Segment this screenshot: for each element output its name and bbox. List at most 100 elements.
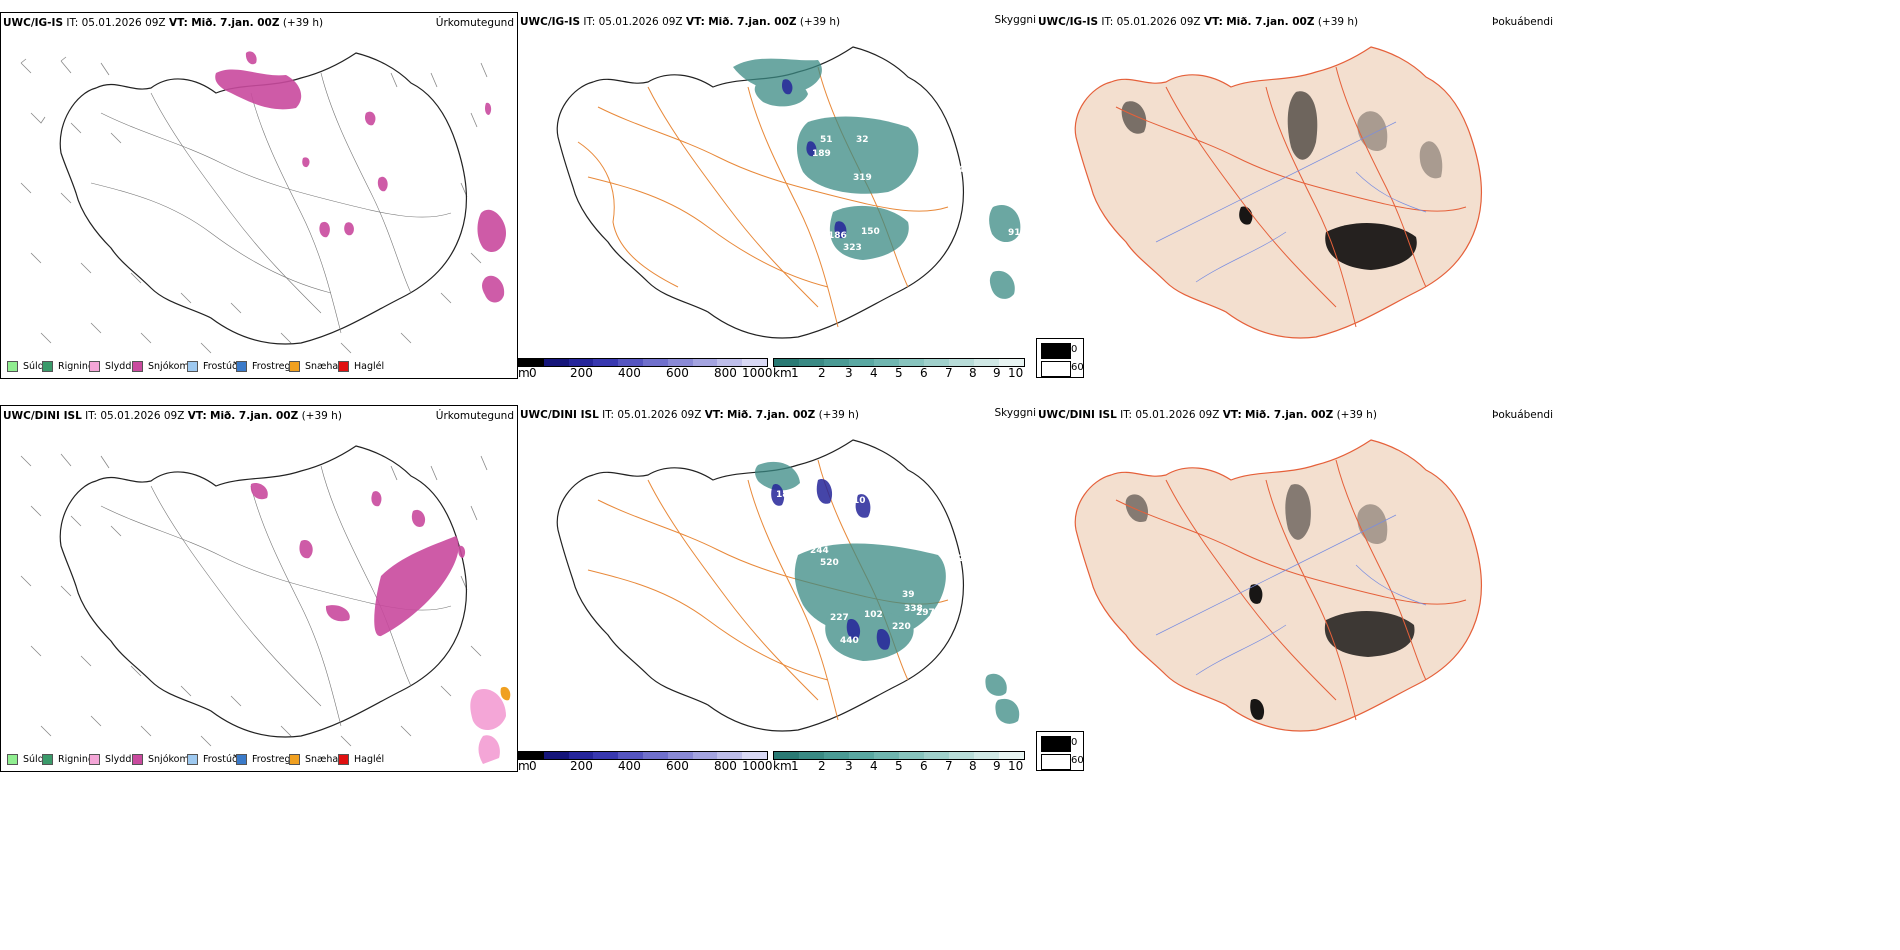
panel-title: UWC/IG-IS IT: 05.01.2026 09Z VT: Mið. 7.… — [1038, 16, 1359, 28]
vis-swatch — [974, 359, 999, 366]
ceiling-label: 39 — [902, 590, 915, 600]
ceiling-label: 06 — [858, 533, 871, 543]
precip-type-title: Úrkomutegund — [435, 17, 514, 29]
visibility-title: Skyggni — [994, 407, 1037, 419]
ceiling-label: 319 — [853, 173, 872, 183]
legend-item-sold: Súld — [7, 754, 44, 765]
snow-areas — [215, 51, 506, 303]
fog-shading — [1121, 91, 1443, 270]
ceiling-swatch — [742, 752, 767, 759]
vis-unit: km — [773, 759, 792, 773]
legend-swatch — [289, 361, 300, 372]
legend-item-rigning: Rigning — [42, 361, 94, 372]
legend-item-rigning: Rigning — [42, 754, 94, 765]
vis-tick: 9 — [993, 759, 1001, 773]
ceiling-label: 4 — [958, 165, 964, 175]
vis-tick: 3 — [845, 759, 853, 773]
vis-tick: 4 — [870, 366, 878, 380]
ceiling-swatch — [543, 752, 569, 759]
vis-swatch — [949, 752, 974, 759]
ceiling-colorbar: m 0 200 400 600 800 1000 — [518, 358, 773, 380]
ceiling-label: 51 — [820, 135, 833, 145]
legend-swatch — [338, 754, 349, 765]
visibility-panel-row1: UWC/IG-IS IT: 05.01.2026 09Z VT: Mið. 7.… — [518, 12, 1038, 382]
precip-type-title: Úrkomutegund — [435, 410, 514, 422]
ceiling-swatch — [568, 359, 594, 366]
roads — [1115, 459, 1467, 721]
ceiling-label: 323 — [843, 243, 862, 253]
vis-swatch — [999, 359, 1024, 366]
ceiling-label: 18 — [773, 215, 786, 225]
vis-swatch — [924, 359, 949, 366]
vis-swatch — [924, 752, 949, 759]
ceiling-label: 621 — [926, 514, 945, 524]
visibility-areas — [755, 461, 1020, 724]
legend-swatch — [338, 361, 349, 372]
ceiling-tick: 400 — [618, 366, 641, 380]
ceiling-label: 810 — [958, 533, 977, 543]
snow-areas — [250, 482, 466, 637]
ceiling-label: 297 — [916, 608, 935, 618]
fog-legend-high-swatch — [1041, 754, 1071, 770]
legend-item-snaehagl: Snæhagl — [289, 361, 347, 372]
legend-item-snaehagl: Snæhagl — [289, 754, 347, 765]
legend-item-haglel: Haglél — [338, 754, 384, 765]
fog-legend: 0 60 — [1036, 338, 1084, 378]
iceland-land — [1074, 46, 1483, 339]
vis-swatch — [824, 359, 849, 366]
ceiling-label: 150 — [861, 227, 880, 237]
ceiling-tick: 600 — [666, 759, 689, 773]
vis-swatch — [949, 359, 974, 366]
legend-item-frostregn: Frostregn — [236, 361, 297, 372]
ceiling-label: 220 — [918, 147, 937, 157]
fog-legend-low-swatch — [1041, 343, 1071, 359]
precip-type-panel-row2: UWC/DINI ISL IT: 05.01.2026 09Z VT: Mið.… — [0, 405, 518, 772]
vis-tick: 2 — [818, 759, 826, 773]
visibility-panel-row2: UWC/DINI ISL IT: 05.01.2026 09Z VT: Mið.… — [518, 405, 1038, 775]
vis-swatch — [899, 359, 924, 366]
ceiling-label: 189 — [812, 149, 831, 159]
wind-barbs — [20, 56, 488, 354]
vis-swatch — [849, 752, 874, 759]
precip-type-panel-row1: UWC/IG-IS IT: 05.01.2026 09Z VT: Mið. 7.… — [0, 12, 518, 379]
ceiling-label: 440 — [840, 636, 859, 646]
legend-swatch — [236, 361, 247, 372]
vis-tick: 2 — [818, 366, 826, 380]
ceiling-swatch — [519, 359, 544, 366]
fog-legend-high-swatch — [1041, 361, 1071, 377]
iceland-land — [1074, 439, 1483, 732]
ceiling-swatch — [568, 752, 594, 759]
visibility-map: 18 10 399 297 621 244 520 06 810 28 122 … — [556, 439, 1020, 732]
panel-title: UWC/DINI ISL IT: 05.01.2026 09Z VT: Mið.… — [3, 410, 342, 422]
legend-item-frostudi: Frostúði — [187, 361, 240, 372]
vis-tick: 1 — [791, 759, 799, 773]
vis-swatch — [849, 359, 874, 366]
ceiling-label: 32 — [856, 135, 869, 145]
ceiling-label: 122 — [773, 598, 792, 608]
ceiling-value-labels: 18 10 399 297 621 244 520 06 810 28 122 … — [773, 490, 977, 646]
sleet-areas — [470, 688, 506, 764]
vis-swatch — [799, 752, 824, 759]
vis-tick: 4 — [870, 759, 878, 773]
fog-legend-low-swatch — [1041, 736, 1071, 752]
legend-swatch — [132, 361, 143, 372]
vis-tick: 10 — [1008, 759, 1024, 773]
vis-unit: km — [773, 366, 792, 380]
legend-swatch — [289, 754, 300, 765]
legend-swatch — [132, 754, 143, 765]
ceiling-tick: 400 — [618, 759, 641, 773]
legend-item-slydda: Slydda — [89, 754, 137, 765]
visibility-map: 51 189 32 319 18 186 150 323 220 4 916 — [556, 46, 1027, 339]
vis-swatch — [874, 752, 899, 759]
legend-swatch — [42, 361, 53, 372]
ceiling-label: 244 — [810, 546, 829, 556]
ceiling-colorbar: m 0 200 400 600 800 1000 — [518, 751, 773, 773]
ceiling-label: 28 — [958, 554, 971, 564]
fog-map — [1074, 439, 1483, 732]
vis-tick: 7 — [945, 759, 953, 773]
fog-panel-row2: UWC/DINI ISL IT: 05.01.2026 09Z VT: Mið.… — [1036, 405, 1556, 775]
ceiling-swatch — [692, 752, 718, 759]
panel-title: UWC/IG-IS IT: 05.01.2026 09Z VT: Mið. 7.… — [3, 17, 324, 29]
legend-item-snjokoma: Snjókoma — [132, 754, 195, 765]
ceiling-label: 220 — [892, 622, 911, 632]
